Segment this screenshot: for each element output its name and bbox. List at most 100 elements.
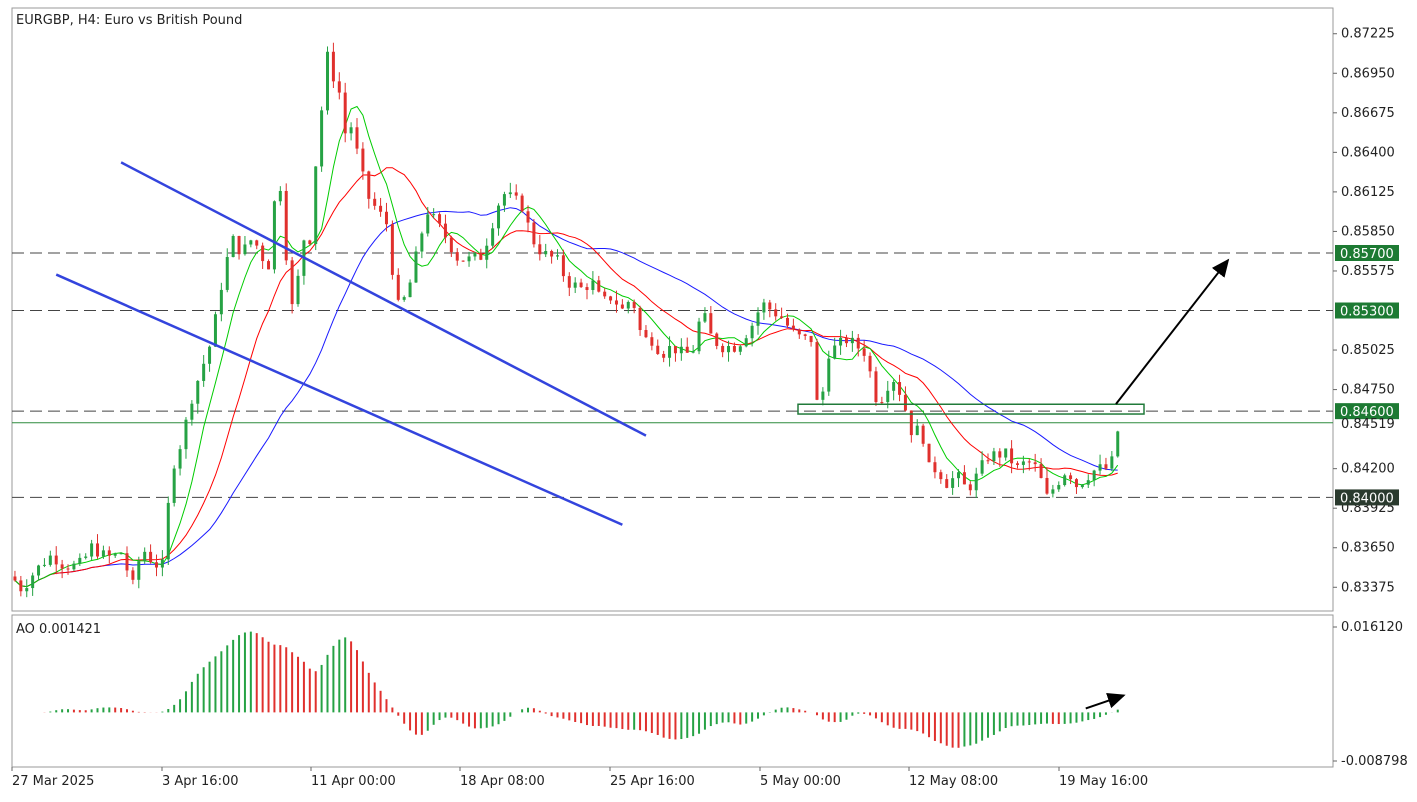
candle-body-88: [532, 222, 536, 245]
candle-body-57: [349, 127, 353, 134]
candle-body-141: [844, 337, 848, 344]
candle-body-172: [1027, 461, 1031, 463]
horizontal-levels: [12, 252, 1333, 498]
candle-body-171: [1021, 461, 1025, 465]
candle-body-131: [785, 317, 789, 326]
candle-body-77: [467, 256, 471, 262]
candle-body-128: [768, 302, 772, 310]
candle-body-5: [42, 564, 46, 566]
candle-body-76: [461, 260, 465, 262]
candle-body-22: [143, 551, 147, 562]
candle-body-70: [426, 214, 430, 234]
candle-body-54: [331, 51, 335, 82]
candle-body-23: [149, 551, 153, 563]
candle-body-181: [1080, 484, 1084, 488]
projection-arrow: [1115, 258, 1230, 405]
candle-body-56: [343, 92, 347, 134]
candle-body-20: [131, 570, 135, 580]
candle-body-95: [573, 282, 577, 288]
candle-body-109: [656, 345, 660, 354]
candle-body-18: [119, 553, 123, 555]
x-tick-label-1: 3 Apr 16:00: [162, 774, 239, 789]
candle-body-79: [479, 252, 483, 260]
candle-body-46: [284, 190, 288, 261]
candle-body-1: [19, 580, 23, 592]
candle-body-116: [697, 321, 701, 352]
candle-body-44: [272, 201, 276, 270]
candle-body-129: [774, 309, 778, 317]
candle-body-16: [107, 550, 111, 556]
candle-body-37: [231, 235, 235, 258]
y-tick-label-7: 0.85025: [1341, 343, 1395, 358]
axes: 0.87225 0.86950 0.86675 0.86400 0.86125 0.858…: [11, 27, 1408, 789]
candle-body-100: [603, 291, 607, 297]
candle-body-125: [750, 325, 754, 339]
y-tick-label-1: 0.86950: [1341, 66, 1395, 81]
candle-body-65: [396, 274, 400, 300]
candle-body-67: [408, 282, 412, 298]
candle-body-94: [567, 276, 571, 288]
candle-body-166: [992, 451, 996, 462]
candle-body-153: [915, 425, 919, 436]
candle-body-170: [1015, 463, 1019, 465]
candle-body-35: [219, 289, 223, 315]
candle-body-2: [25, 588, 29, 592]
candle-body-74: [449, 237, 453, 253]
ao-tick-label-0: 0.016120: [1341, 620, 1403, 635]
candle-body-126: [756, 312, 760, 326]
candle-body-133: [797, 329, 801, 335]
y-tick-label-4: 0.86125: [1341, 185, 1395, 200]
moving-average-1: [14, 167, 1118, 588]
candle-body-59: [361, 148, 365, 172]
candle-body-130: [780, 316, 784, 318]
candle-body-104: [626, 301, 630, 309]
candle-body-45: [278, 190, 282, 202]
candle-body-163: [974, 473, 978, 491]
candle-body-13: [90, 543, 94, 557]
candle-body-4: [37, 565, 41, 576]
candle-body-55: [337, 81, 341, 93]
candle-body-179: [1069, 475, 1073, 480]
descending-channel: [55, 161, 1230, 526]
candle-body-0: [13, 576, 17, 581]
candle-body-3: [31, 575, 35, 589]
channel-upper-line: [120, 161, 647, 437]
candle-body-72: [438, 214, 442, 224]
candle-body-134: [803, 334, 807, 336]
candle-body-66: [402, 297, 406, 300]
channel-lower-line: [55, 273, 623, 526]
candle-body-28: [178, 449, 182, 469]
candle-body-162: [968, 484, 972, 491]
candle-body-169: [1010, 448, 1014, 464]
y-tick-label-6: 0.85575: [1341, 264, 1395, 279]
candle-body-106: [638, 307, 642, 331]
candle-body-6: [48, 555, 52, 565]
candle-body-173: [1033, 462, 1037, 465]
candle-body-148: [886, 390, 890, 403]
candle-body-69: [420, 233, 424, 252]
candle-body-82: [497, 205, 501, 229]
candle-body-154: [921, 425, 925, 444]
candle-body-21: [137, 561, 141, 580]
candle-body-91: [550, 251, 554, 257]
candle-body-117: [703, 313, 707, 322]
y-tick-label-0: 0.87225: [1341, 27, 1395, 42]
candle-body-83: [502, 194, 506, 206]
candle-body-157: [939, 472, 943, 480]
ao-label: AO 0.001421: [16, 622, 101, 637]
candle-body-138: [827, 358, 831, 392]
candle-body-19: [125, 553, 129, 571]
level-badge-label-0: 0.85700: [1340, 247, 1394, 262]
candle-body-151: [903, 394, 907, 411]
candle-body-7: [54, 555, 58, 565]
candle-body-182: [1086, 480, 1090, 485]
candle-body-99: [597, 280, 601, 292]
y-tick-label-12: 0.83375: [1341, 580, 1395, 595]
candle-body-11: [78, 557, 82, 564]
y-tick-label-8: 0.84750: [1341, 383, 1395, 398]
candle-body-183: [1092, 470, 1096, 481]
candle-body-159: [951, 478, 955, 488]
candle-body-107: [644, 330, 648, 338]
candle-body-97: [585, 287, 589, 290]
candle-body-136: [815, 342, 819, 400]
